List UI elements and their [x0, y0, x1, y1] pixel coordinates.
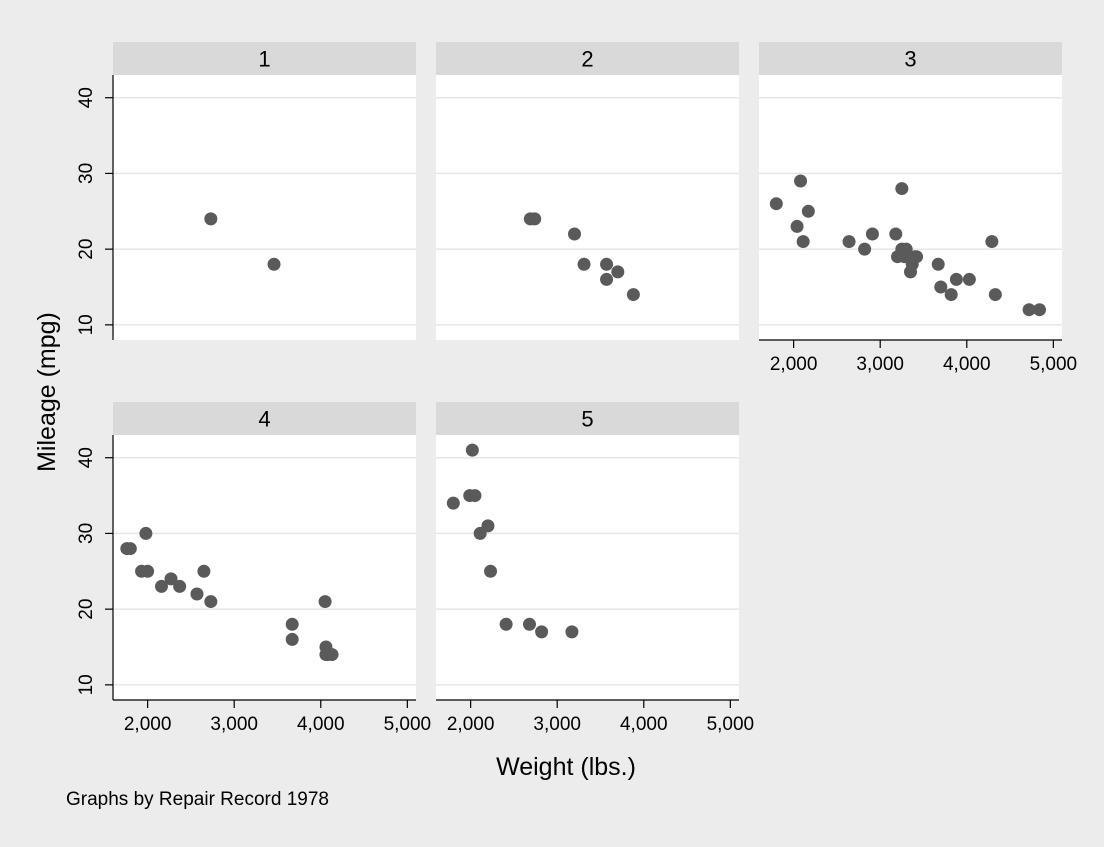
data-point — [285, 617, 299, 631]
chart-panels: 1 10 20 30 40 2 3 2,000 3,000 4,000 5,000 4 10 20 30 40… — [76, 42, 1077, 735]
x-tick-label: 5,000 — [707, 714, 755, 735]
data-point — [446, 496, 460, 510]
panel-1: 1 10 20 30 40 — [76, 42, 416, 340]
data-point — [801, 204, 815, 218]
plot-area — [113, 75, 416, 340]
data-point — [988, 288, 1002, 302]
y-tick-label: 30 — [76, 163, 97, 184]
data-point — [600, 257, 614, 271]
plot-area — [436, 435, 739, 700]
panel-5: 5 2,000 3,000 4,000 5,000 — [436, 402, 754, 735]
y-tick-label: 20 — [76, 239, 97, 260]
panel-strip-label: 2 — [581, 47, 593, 72]
y-axis-label: Mileage (mpg) — [33, 312, 61, 472]
data-point — [141, 564, 155, 578]
x-axis-label: Weight (lbs.) — [496, 753, 636, 781]
panel-strip — [759, 42, 1062, 75]
data-point — [267, 257, 281, 271]
data-point — [611, 265, 625, 279]
data-point — [325, 648, 339, 662]
data-point — [931, 257, 945, 271]
panel-3: 3 2,000 3,000 4,000 5,000 — [759, 42, 1077, 375]
data-point — [468, 489, 482, 503]
data-point — [204, 212, 218, 226]
data-point — [842, 235, 856, 249]
panel-strip — [436, 42, 739, 75]
y-tick-label: 20 — [76, 599, 97, 620]
data-point — [934, 280, 948, 294]
panel-strip — [436, 402, 739, 435]
x-tick-label: 4,000 — [943, 354, 991, 375]
x-tick-label: 5,000 — [1030, 354, 1078, 375]
data-point — [154, 579, 168, 593]
data-point — [318, 595, 332, 609]
data-point — [794, 174, 808, 188]
plot-area — [113, 435, 416, 700]
panel-strip-label: 5 — [581, 407, 593, 432]
data-point — [600, 272, 614, 286]
x-tick-label: 5,000 — [384, 714, 432, 735]
panel-strip — [113, 402, 416, 435]
panel-strip-label: 4 — [258, 407, 270, 432]
data-point — [626, 288, 640, 302]
data-point — [190, 587, 204, 601]
x-tick-label: 2,000 — [447, 714, 495, 735]
data-point — [139, 526, 153, 540]
data-point — [796, 235, 810, 249]
data-point — [535, 625, 549, 639]
data-point — [985, 235, 999, 249]
data-point — [465, 443, 479, 457]
data-point — [899, 242, 913, 256]
panel-strip-label: 1 — [258, 47, 270, 72]
data-point — [944, 288, 958, 302]
panel-4: 4 10 20 30 40 2,000 3,000 4,000 5,000 — [76, 402, 431, 735]
data-point — [565, 625, 579, 639]
data-point — [197, 564, 211, 578]
data-point — [895, 182, 909, 196]
y-tick-label: 40 — [76, 447, 97, 468]
data-point — [204, 595, 218, 609]
data-point — [949, 272, 963, 286]
data-point — [528, 212, 542, 226]
data-point — [790, 219, 804, 233]
data-point — [910, 250, 924, 264]
panel-2: 2 — [436, 42, 739, 340]
data-point — [173, 579, 187, 593]
x-tick-label: 3,000 — [856, 354, 904, 375]
panel-strip-label: 3 — [904, 47, 916, 72]
data-point — [1032, 303, 1046, 317]
y-tick-label: 30 — [76, 523, 97, 544]
data-point — [858, 242, 872, 256]
graphs-by-note: Graphs by Repair Record 1978 — [66, 789, 329, 810]
data-point — [769, 197, 783, 211]
x-tick-label: 3,000 — [210, 714, 258, 735]
data-point — [522, 617, 536, 631]
panel-strip — [113, 42, 416, 75]
y-tick-label: 10 — [76, 674, 97, 695]
data-point — [499, 617, 513, 631]
data-point — [123, 542, 137, 556]
data-point — [865, 227, 879, 241]
data-point — [962, 272, 976, 286]
x-tick-label: 2,000 — [124, 714, 172, 735]
data-point — [577, 257, 591, 271]
plot-area — [436, 75, 739, 340]
data-point — [481, 519, 495, 533]
x-tick-label: 4,000 — [620, 714, 668, 735]
data-point — [285, 632, 299, 646]
data-point — [164, 572, 178, 586]
y-tick-label: 40 — [76, 87, 97, 108]
x-tick-label: 4,000 — [297, 714, 345, 735]
y-tick-label: 10 — [76, 314, 97, 335]
data-point — [1022, 303, 1036, 317]
x-tick-label: 3,000 — [533, 714, 581, 735]
data-point — [889, 227, 903, 241]
x-tick-label: 2,000 — [770, 354, 818, 375]
data-point — [568, 227, 582, 241]
data-point — [484, 564, 498, 578]
